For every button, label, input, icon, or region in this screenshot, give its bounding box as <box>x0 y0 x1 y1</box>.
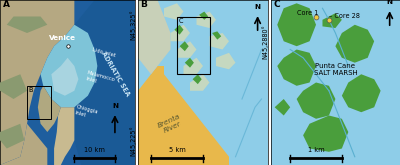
Polygon shape <box>199 12 208 20</box>
Polygon shape <box>164 3 184 20</box>
Polygon shape <box>54 107 74 165</box>
Text: Core 1: Core 1 <box>297 10 318 16</box>
Text: B: B <box>28 87 33 93</box>
Polygon shape <box>38 86 61 132</box>
Polygon shape <box>216 53 236 69</box>
Bar <box>27 86 51 119</box>
Polygon shape <box>212 31 221 40</box>
Polygon shape <box>0 124 24 148</box>
Polygon shape <box>297 82 335 119</box>
Polygon shape <box>322 13 342 28</box>
Text: – Core 28: – Core 28 <box>329 14 360 19</box>
Polygon shape <box>193 74 202 84</box>
Text: C: C <box>273 0 280 9</box>
Text: Venice: Venice <box>49 35 76 41</box>
Text: N45,325°: N45,325° <box>129 9 136 40</box>
Polygon shape <box>210 33 229 50</box>
Polygon shape <box>190 74 210 91</box>
Polygon shape <box>40 25 97 107</box>
Polygon shape <box>184 58 203 74</box>
Text: Chioggia
inlet: Chioggia inlet <box>74 104 99 120</box>
Text: Brenta
River: Brenta River <box>157 113 184 135</box>
Polygon shape <box>277 50 316 86</box>
Polygon shape <box>0 74 27 99</box>
Text: A: A <box>3 0 10 9</box>
Text: N: N <box>112 103 118 109</box>
Text: B: B <box>141 0 148 9</box>
Text: C: C <box>178 18 183 24</box>
Polygon shape <box>180 41 189 51</box>
Text: Punta Cane
SALT MARSH: Punta Cane SALT MARSH <box>314 63 357 76</box>
Polygon shape <box>303 115 348 152</box>
Text: Malamocco
inlet: Malamocco inlet <box>85 70 116 88</box>
Bar <box>177 16 210 74</box>
Text: N45,2880°: N45,2880° <box>262 24 269 59</box>
Polygon shape <box>0 124 47 165</box>
Text: Lido inlet: Lido inlet <box>92 47 116 58</box>
Text: N: N <box>255 4 261 10</box>
Polygon shape <box>275 99 290 116</box>
Polygon shape <box>138 66 229 165</box>
Text: ADRIATIC SEA: ADRIATIC SEA <box>100 51 130 98</box>
Polygon shape <box>342 74 381 112</box>
Text: 1 km: 1 km <box>308 148 324 153</box>
Text: N45,225°: N45,225° <box>129 125 136 156</box>
Polygon shape <box>277 3 316 46</box>
Polygon shape <box>170 25 190 41</box>
Text: N: N <box>387 0 393 5</box>
Polygon shape <box>174 25 184 35</box>
Polygon shape <box>74 0 135 165</box>
Polygon shape <box>196 12 216 28</box>
Polygon shape <box>335 25 374 63</box>
Text: 5 km: 5 km <box>169 148 185 153</box>
Polygon shape <box>177 41 196 58</box>
Polygon shape <box>185 58 194 68</box>
Text: 10 km: 10 km <box>84 148 105 153</box>
Polygon shape <box>51 58 78 96</box>
Polygon shape <box>0 0 74 165</box>
Polygon shape <box>138 0 170 74</box>
Polygon shape <box>7 16 47 33</box>
